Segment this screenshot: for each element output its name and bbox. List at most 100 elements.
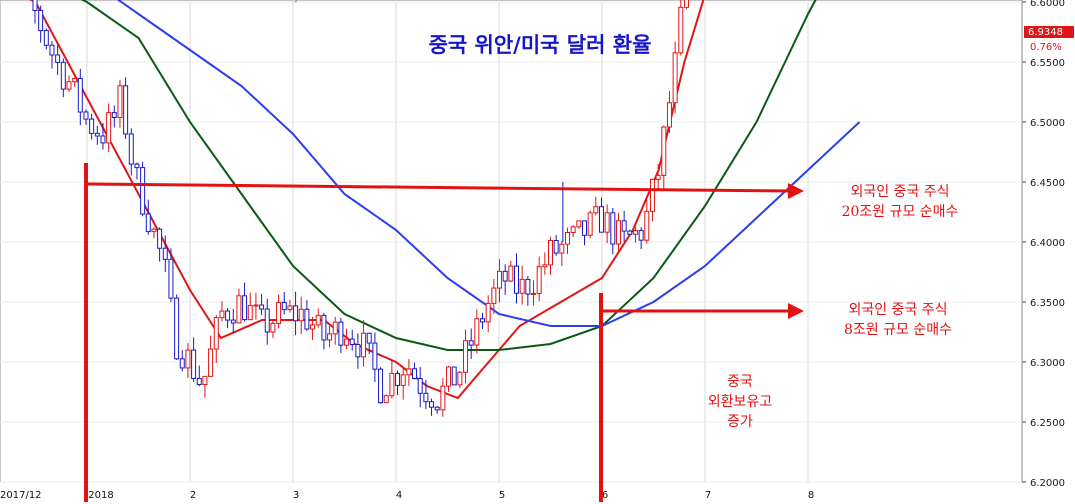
candle-body — [463, 340, 469, 373]
candle-body — [485, 302, 491, 323]
annotation-line: 외국인 중국 주식 — [850, 184, 949, 200]
candle-body — [106, 112, 112, 144]
candle-body — [89, 118, 95, 134]
candle-body — [32, 0, 38, 11]
candle-body — [632, 229, 638, 235]
candle-body — [247, 304, 253, 321]
candle-body — [531, 292, 537, 295]
candle-body — [615, 220, 621, 245]
candle-body — [304, 308, 310, 330]
moving-average-line-1 — [28, 0, 705, 400]
candle-body — [117, 85, 123, 118]
chart-title: 중국 위안/미국 달러 환율 — [429, 33, 652, 57]
arrow-shaft-1 — [85, 182, 791, 193]
candle-body — [412, 368, 418, 380]
candle-body — [525, 278, 531, 295]
annotation-line: 중국 — [727, 374, 753, 390]
candle-body — [242, 295, 248, 321]
candle-body — [179, 358, 185, 369]
last-price-box — [1024, 26, 1074, 38]
candle-body — [43, 30, 49, 46]
event-markers — [84, 163, 804, 502]
candle-body — [429, 401, 435, 408]
candle-body — [508, 265, 514, 282]
candle-body — [655, 174, 661, 180]
grid — [0, 0, 1023, 483]
arrow-head-2 — [788, 303, 804, 319]
candle-body — [72, 77, 78, 83]
candle-body — [219, 310, 225, 319]
candle-body — [542, 264, 548, 268]
last-price-label: 6.9348 — [1028, 27, 1063, 38]
y-tick-label: 6.3500 — [1030, 298, 1065, 309]
candle-body — [202, 375, 208, 386]
candle-body — [236, 295, 242, 324]
y-tick-label: 6.3000 — [1030, 358, 1065, 369]
candle-body — [434, 406, 440, 411]
annotation-line: 증가 — [727, 414, 753, 430]
annotation-line: 8조원 규모 순매수 — [844, 322, 952, 338]
candle-body — [287, 305, 293, 311]
candle-body — [270, 322, 276, 333]
candle-body — [140, 167, 146, 215]
candle-body — [264, 308, 270, 333]
candle-body — [276, 301, 282, 324]
candle-body — [440, 385, 446, 411]
moving-averages — [28, 0, 861, 400]
candle-body — [400, 374, 406, 386]
candle-body — [151, 228, 157, 233]
candle-body — [361, 332, 367, 358]
candle-body — [553, 240, 559, 254]
candle-body — [145, 213, 151, 233]
candle-body — [480, 318, 486, 323]
candle-body — [491, 287, 497, 304]
annotation-line: 외환보유고 — [708, 394, 773, 410]
last-price-tag: 6.9348 0.76% — [1024, 26, 1074, 53]
annotation-line: 외국인 중국 주식 — [848, 302, 947, 318]
candle-body — [610, 212, 616, 245]
candle-body — [627, 230, 633, 235]
x-tick-label: 4 — [396, 490, 402, 501]
candle-body — [77, 77, 83, 113]
candle-body — [332, 321, 338, 335]
x-tick-label: 6 — [602, 490, 608, 501]
candle-body — [310, 324, 316, 330]
candles — [32, 0, 689, 417]
candle-body — [94, 132, 100, 137]
candle-body — [293, 305, 299, 322]
x-tick-label: 8 — [808, 490, 814, 501]
y-tick-label: 6.6000 — [1030, 0, 1065, 9]
y-tick-label: 6.5500 — [1030, 58, 1065, 69]
candle-body — [378, 368, 384, 404]
x-tick-label: 2 — [190, 490, 196, 501]
candle-body — [559, 243, 565, 254]
x-tick-label: 2017/12 — [0, 490, 42, 501]
candle-body — [196, 377, 202, 386]
candle-body — [327, 333, 333, 341]
candle-body — [253, 304, 259, 307]
candle-body — [514, 265, 520, 294]
candle-body — [564, 232, 570, 245]
y-tick-label: 6.4500 — [1030, 178, 1065, 189]
y-axis: 6.95006.90006.85006.80006.75006.70006.65… — [1022, 0, 1065, 489]
candle-body — [372, 342, 378, 370]
candle-body — [649, 178, 655, 212]
candle-body — [168, 258, 174, 299]
candle-body — [548, 240, 553, 266]
candle-body — [389, 372, 395, 397]
candle-body — [638, 229, 644, 241]
candle-body — [49, 44, 55, 56]
candle-body — [666, 102, 672, 128]
y-tick-label: 6.4000 — [1030, 238, 1065, 249]
candle-body — [38, 9, 44, 32]
candle-body — [315, 314, 321, 326]
candle-body — [446, 366, 452, 387]
annotation-line: 20조원 규모 순매수 — [842, 204, 959, 220]
x-tick-label: 3 — [293, 490, 299, 501]
candle-body — [406, 368, 412, 376]
candle-body — [457, 371, 463, 386]
candle-body — [344, 338, 350, 346]
candle-body — [134, 163, 140, 169]
candle-body — [55, 54, 61, 63]
